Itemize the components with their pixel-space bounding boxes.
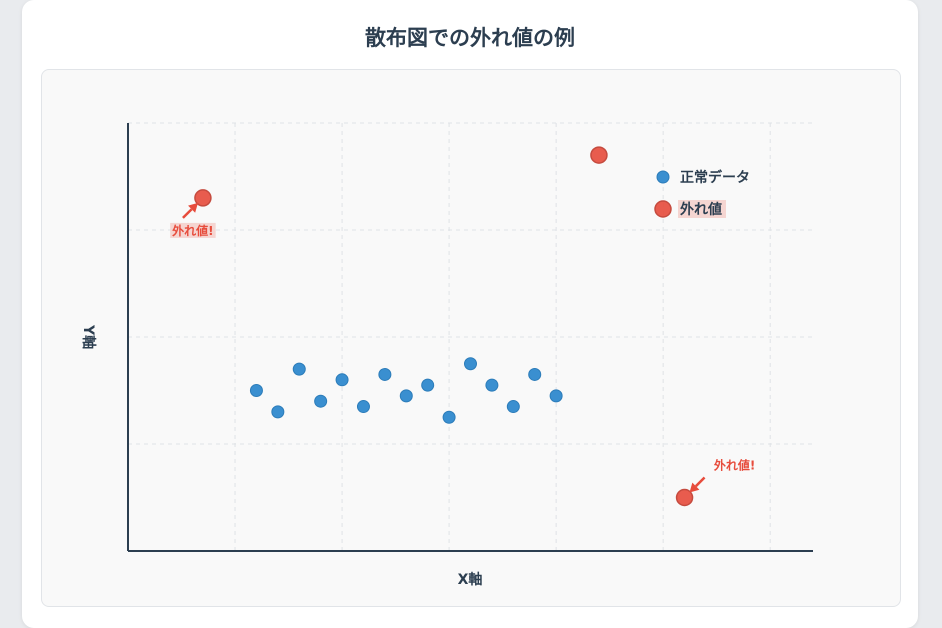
- legend: 正常データ 外れ値: [654, 169, 750, 218]
- y-axis-label: Y軸: [80, 324, 97, 349]
- data-point: [335, 373, 349, 387]
- legend-label-outlier-bg: [678, 200, 726, 218]
- annotation-label: 外れ値!: [172, 223, 213, 238]
- data-point: [485, 378, 499, 392]
- data-point: [506, 400, 520, 414]
- data-point: [378, 367, 392, 381]
- data-point: [292, 362, 306, 376]
- legend-label-outlier: 外れ値: [680, 201, 722, 218]
- axes: [127, 123, 813, 552]
- annotation-arrow-head: [188, 202, 198, 213]
- data-point: [399, 389, 413, 403]
- annotation-arrow-line: [182, 208, 193, 219]
- outlier-point: [590, 146, 608, 164]
- annotations: 外れ値! 外れ値!: [170, 202, 755, 493]
- data-point: [442, 410, 456, 424]
- data-point: [528, 367, 542, 381]
- data-point: [314, 394, 328, 408]
- data-point: [271, 405, 285, 419]
- data-points: [194, 146, 694, 507]
- annotation-arrow-head: [689, 482, 700, 493]
- annotation-label: 外れ値!: [714, 458, 755, 473]
- chart-card: 散布図での外れ値の例: [22, 0, 918, 628]
- chart-title: 散布図での外れ値の例: [365, 26, 575, 50]
- legend-marker-outlier: [654, 200, 672, 218]
- annotation-arrow-line: [694, 476, 706, 488]
- outlier-point: [194, 189, 212, 207]
- plot-frame: [41, 69, 901, 607]
- legend-label-normal: 正常データ: [680, 169, 750, 186]
- grid-lines: [128, 122, 813, 551]
- data-point: [249, 384, 263, 397]
- legend-marker-normal: [656, 170, 670, 184]
- data-point: [549, 389, 563, 403]
- data-point: [356, 400, 370, 414]
- data-point: [421, 378, 435, 392]
- annotation-label-bg: [170, 222, 216, 238]
- x-axis-label: X軸: [458, 571, 483, 588]
- data-point: [464, 357, 477, 371]
- outlier-point: [675, 488, 694, 507]
